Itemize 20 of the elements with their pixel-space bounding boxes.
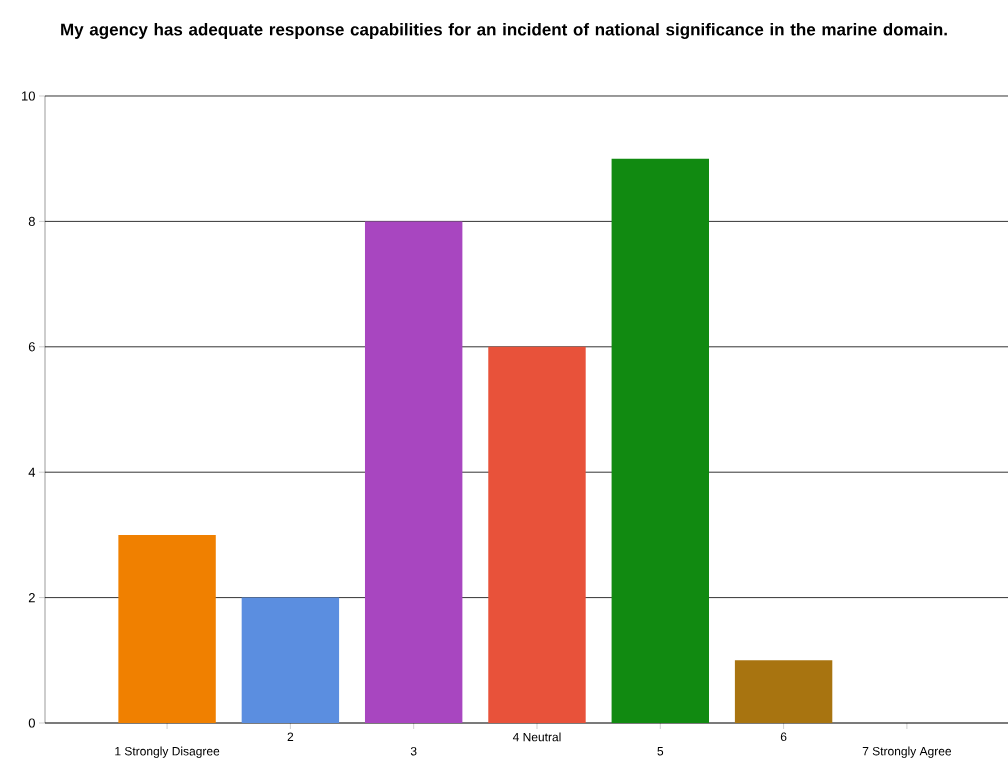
y-tick-label: 2 (28, 593, 35, 603)
bar (241, 597, 340, 723)
bar (611, 158, 709, 723)
bar (734, 660, 833, 723)
x-tick-label: 7 Strongly Agree (862, 746, 952, 758)
bar (488, 346, 586, 723)
chart-title: My agency has adequate response capabilities for an incident of national significance in the marine domain. (61, 23, 947, 39)
x-tick-label: 2 (287, 732, 294, 741)
y-tick-label: 4 (28, 467, 36, 477)
x-tick-label: 6 (780, 732, 787, 742)
bar (364, 221, 463, 723)
x-tick-label: 1 Strongly Disagree (115, 746, 220, 758)
y-tick-label: 6 (28, 342, 35, 352)
bar (118, 534, 216, 723)
y-tick-label: 10 (22, 91, 35, 101)
y-tick-label: 0 (28, 718, 35, 728)
y-tick-label: 8 (28, 216, 35, 226)
x-tick-label: 3 (410, 746, 417, 756)
x-tick-label: 5 (657, 747, 664, 756)
x-tick-label: 4 Neutral (512, 732, 561, 742)
